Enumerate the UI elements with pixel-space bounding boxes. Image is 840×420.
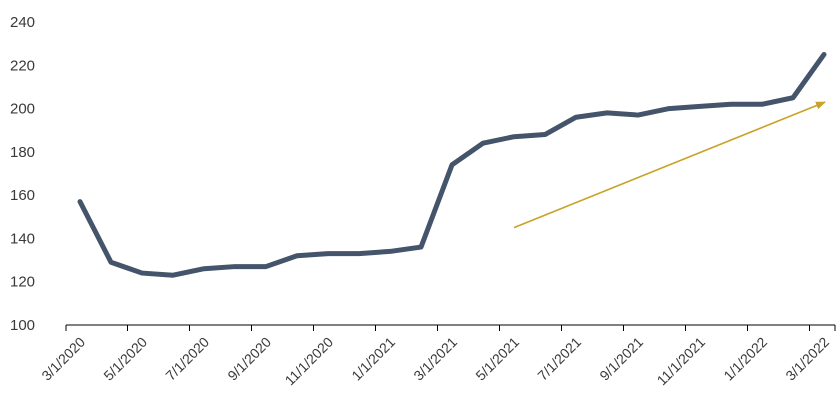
x-tick-label: 5/1/2020 xyxy=(100,334,150,384)
y-axis: 100 120 140 160 180 200 220 240 xyxy=(10,14,35,334)
series-line xyxy=(77,51,827,278)
y-tick-label: 140 xyxy=(10,230,35,247)
y-tick-label: 180 xyxy=(10,144,35,161)
annotation-layer xyxy=(513,101,826,229)
x-tick-label: 3/1/2020 xyxy=(38,334,88,384)
trend-arrow xyxy=(513,101,826,229)
y-tick-label: 120 xyxy=(10,274,35,291)
x-tick-label: 1/1/2022 xyxy=(720,334,770,384)
x-tick-label: 3/1/2022 xyxy=(782,334,832,384)
y-tick-label: 100 xyxy=(10,317,35,334)
series-layer xyxy=(77,51,827,278)
x-tick-label: 7/1/2020 xyxy=(162,334,212,384)
y-tick-label: 200 xyxy=(10,101,35,118)
x-tick-label: 9/1/2020 xyxy=(224,334,274,384)
x-axis: 3/1/2020 5/1/2020 7/1/2020 9/1/2020 11/1/202… xyxy=(38,324,836,389)
x-tick-label: 7/1/2021 xyxy=(534,334,584,384)
y-tick-label: 160 xyxy=(10,187,35,204)
x-tick-label: 5/1/2021 xyxy=(472,334,522,384)
x-tick-label: 1/1/2021 xyxy=(348,334,398,384)
x-tick-label: 9/1/2021 xyxy=(596,334,646,384)
x-tick-label: 3/1/2021 xyxy=(410,334,460,384)
y-tick-label: 220 xyxy=(10,57,35,74)
x-tick-label: 11/1/2020 xyxy=(281,334,336,389)
y-tick-label: 240 xyxy=(10,14,35,31)
x-tick-label: 11/1/2021 xyxy=(653,334,708,389)
